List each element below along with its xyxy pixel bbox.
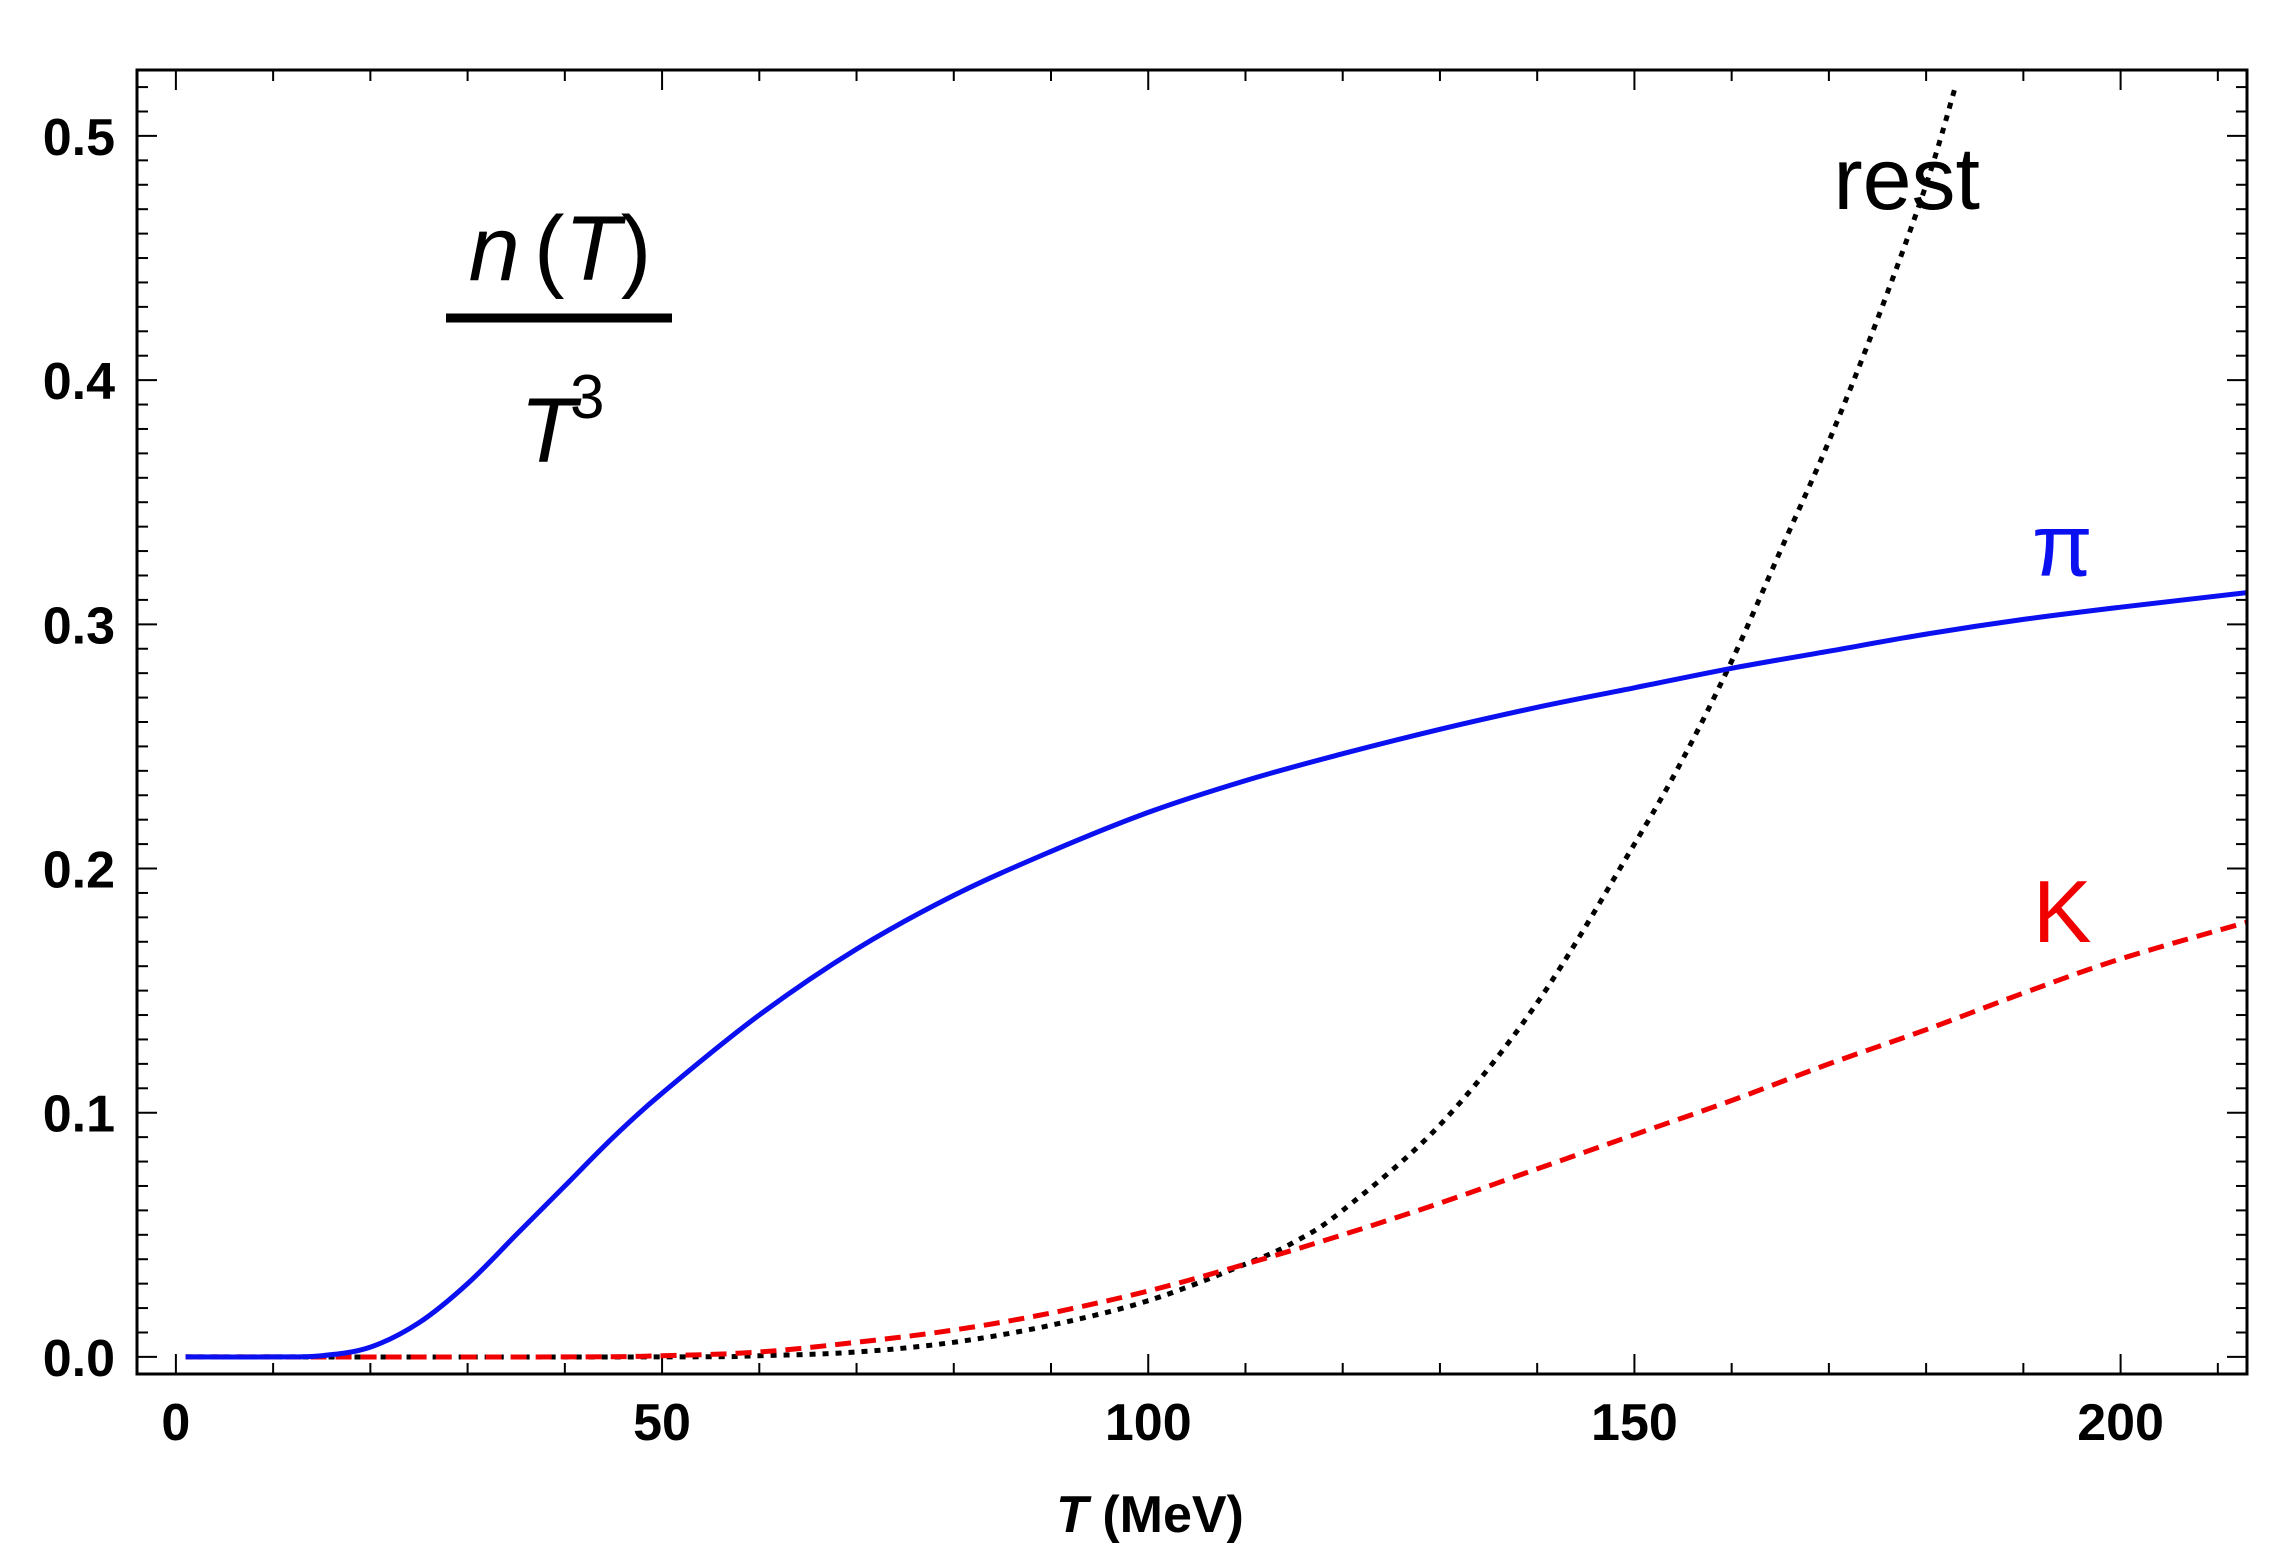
ticks-layer: [137, 70, 2247, 1374]
plot-frame: [135, 68, 2249, 1376]
y-axis-label: n (T) T 3: [446, 198, 672, 482]
series-line-rest: [185, 86, 1958, 1360]
y-label-open-paren: (: [534, 198, 565, 300]
y-label-t: T: [564, 198, 626, 300]
y-label-n: n: [469, 198, 520, 300]
x-axis-title-unit: (MeV): [1088, 1486, 1244, 1544]
y-label-denominator-t: T: [520, 380, 582, 482]
y-tick-label: 0.0: [43, 1330, 115, 1388]
series-layer: [185, 86, 2247, 1360]
x-tick-label: 0: [161, 1394, 190, 1452]
series-label-rest: rest: [1833, 129, 1980, 228]
y-tick-label: 0.1: [43, 1086, 115, 1144]
y-tick-label: 0.3: [43, 597, 115, 655]
y-label-close-paren: ): [621, 198, 652, 300]
x-tick-label: 50: [633, 1394, 691, 1452]
y-tick-label: 0.5: [43, 109, 115, 167]
y-tick-label: 0.4: [43, 353, 115, 411]
series-label-pi: π: [2032, 495, 2093, 594]
labels-layer: 0 50 100 150 200 0.0 0.1 0.2 0.3 0.4 0.5 rest π K: [43, 109, 2164, 1452]
series-label-K: K: [2033, 862, 2092, 961]
x-tick-label: 150: [1591, 1394, 1678, 1452]
series-line-K: [185, 919, 2247, 1360]
series-line-pi: [185, 590, 2247, 1360]
x-tick-label: 200: [2077, 1394, 2164, 1452]
y-tick-label: 0.2: [43, 842, 115, 900]
y-label-denominator: T: [520, 380, 582, 482]
y-label-exponent: 3: [570, 363, 604, 432]
x-axis-title: T (MeV): [1056, 1486, 1244, 1544]
y-label-numerator: n (T): [469, 198, 652, 300]
x-axis-title-var: T: [1056, 1486, 1092, 1544]
x-tick-label: 100: [1105, 1394, 1192, 1452]
